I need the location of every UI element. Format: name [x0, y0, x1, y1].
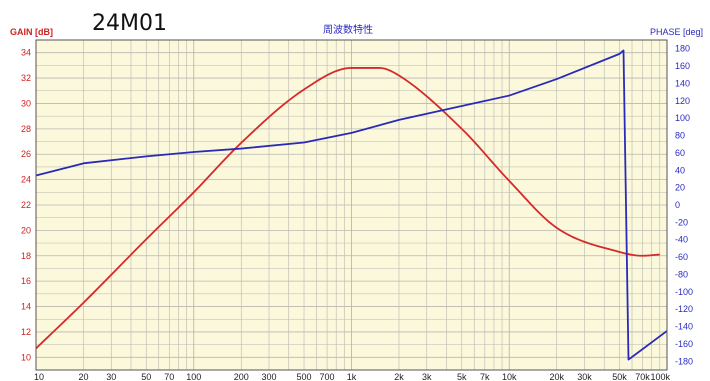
phase-tick-label: -20 [675, 217, 688, 227]
gain-tick-label: 34 [21, 48, 31, 58]
x-tick-label: 500 [296, 372, 311, 381]
phase-axis-label: PHASE [deg] [650, 27, 703, 37]
phase-tick-label: 180 [675, 44, 690, 54]
phase-tick-label: -180 [675, 356, 693, 366]
gain-tick-label: 12 [21, 327, 31, 337]
chart-subtitle: 周波数特性 [323, 23, 373, 36]
phase-tick-label: -120 [675, 304, 693, 314]
x-tick-label: 1k [347, 372, 357, 381]
phase-tick-label: -140 [675, 322, 693, 332]
gain-tick-label: 16 [21, 276, 31, 286]
phase-tick-label: 60 [675, 148, 685, 158]
phase-tick-label: 100 [675, 113, 690, 123]
x-tick-label: 100k [650, 372, 670, 381]
x-tick-label: 70 [164, 372, 174, 381]
phase-tick-label: 140 [675, 78, 690, 88]
x-tick-label: 3k [422, 372, 432, 381]
gain-axis-label: GAIN [dB] [10, 27, 53, 37]
x-tick-label: 5k [457, 372, 467, 381]
x-tick-label: 10k [502, 372, 517, 381]
gain-tick-label: 28 [21, 124, 31, 134]
x-tick-label: 100 [186, 372, 201, 381]
grid [36, 40, 667, 370]
plot-frame [35, 39, 668, 371]
x-tick-label: 200 [234, 372, 249, 381]
phase-tick-label: -160 [675, 339, 693, 349]
tick-labels: 10 20 30 50 70 100 200 300 500 700 1k 2k 3k 5k 7k 10k 20… [21, 44, 693, 381]
x-tick-label: 70k [635, 372, 650, 381]
phase-tick-label: 120 [675, 96, 690, 106]
phase-tick-label: 20 [675, 183, 685, 193]
phase-tick-label: -60 [675, 252, 688, 262]
x-tick-label: 700 [320, 372, 335, 381]
phase-tick-label: 160 [675, 61, 690, 71]
x-tick-label: 50k [612, 372, 627, 381]
chart-title: 24M01 [92, 11, 167, 36]
x-tick-label: 50 [141, 372, 151, 381]
gain-tick-label: 30 [21, 98, 31, 108]
phase-tick-label: 0 [675, 200, 680, 210]
gain-tick-label: 14 [21, 302, 31, 312]
x-tick-label: 20 [78, 372, 88, 381]
gain-tick-label: 18 [21, 251, 31, 261]
phase-tick-label: 80 [675, 131, 685, 141]
gain-series-line [35, 67, 660, 350]
x-tick-label: 20k [549, 372, 564, 381]
gain-tick-label: 22 [21, 200, 31, 210]
gain-tick-label: 20 [21, 225, 31, 235]
x-tick-label: 10 [34, 372, 44, 381]
series-layer [35, 49, 668, 361]
phase-tick-label: -100 [675, 287, 693, 297]
gain-tick-label: 10 [21, 352, 31, 362]
phase-tick-label: -80 [675, 269, 688, 279]
x-tick-label: 30 [106, 372, 116, 381]
x-tick-label: 30k [577, 372, 592, 381]
phase-tick-label: 40 [675, 165, 685, 175]
phase-series-line [35, 49, 668, 361]
gain-tick-label: 26 [21, 149, 31, 159]
x-tick-label: 300 [262, 372, 277, 381]
gain-tick-label: 24 [21, 175, 31, 185]
phase-tick-label: -40 [675, 235, 688, 245]
x-tick-label: 2k [394, 372, 404, 381]
gain-tick-label: 32 [21, 73, 31, 83]
x-tick-label: 7k [480, 372, 490, 381]
